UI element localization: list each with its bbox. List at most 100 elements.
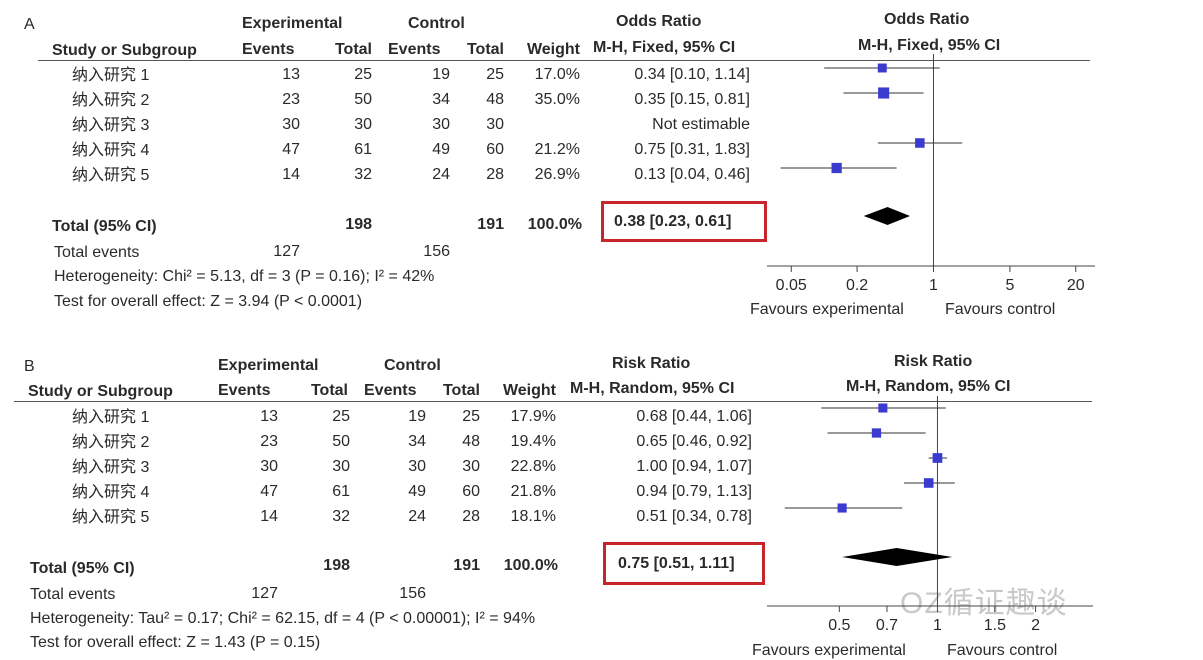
ctl-events: 24	[408, 508, 426, 525]
ctl-total: 25	[462, 408, 480, 425]
total-header: Total	[466, 41, 504, 58]
ctl-events: 19	[408, 408, 426, 425]
study-name: 纳入研究 1	[72, 409, 150, 426]
plot-measure-header: Odds Ratio	[884, 11, 970, 28]
ctl-events: 49	[408, 483, 426, 500]
effect-ci: 0.68 [0.44, 1.06]	[636, 408, 752, 425]
effect-ci: 0.75 [0.31, 1.83]	[634, 141, 750, 158]
pooled-ci: 0.38 [0.23, 0.61]	[614, 213, 732, 230]
panel-letter: A	[24, 16, 35, 33]
panel-letter: B	[24, 358, 35, 375]
ctl-total: 191	[453, 557, 480, 574]
events-header: Events	[242, 41, 295, 58]
heterogeneity-stat: Heterogeneity: Chi² = 5.13, df = 3 (P = …	[54, 268, 435, 285]
study-marker	[871, 428, 882, 438]
study-marker	[831, 162, 842, 174]
weight: 100.0%	[527, 216, 582, 233]
effect-ci: Not estimable	[652, 116, 750, 133]
exp-events: 30	[282, 116, 300, 133]
study-marker	[837, 503, 847, 513]
ctl-total: 28	[462, 508, 480, 525]
plot-measure-header: Risk Ratio	[894, 353, 973, 370]
watermark: OZ循证趣谈	[900, 587, 1068, 620]
highlight-box	[603, 542, 765, 585]
weight: 22.8%	[510, 458, 556, 475]
method-header: M-H, Fixed, 95% CI	[593, 39, 736, 56]
total-header: Total	[442, 382, 480, 399]
tick-label: 0.7	[876, 617, 898, 634]
exp-total: 30	[332, 458, 350, 475]
ctl-total: 48	[486, 91, 504, 108]
exp-total: 25	[354, 66, 372, 83]
study-header: Study or Subgroup	[52, 42, 197, 59]
favours-left-label: Favours experimental	[752, 642, 906, 659]
favours-right-label: Favours control	[947, 642, 1058, 659]
exp-total: 198	[345, 216, 372, 233]
total-events-label: Total events	[30, 586, 116, 603]
ctl-total: 30	[462, 458, 480, 475]
weight-header: Weight	[502, 382, 556, 399]
control-header: Control	[384, 357, 441, 374]
study-name: 纳入研究 4	[72, 142, 150, 159]
measure-header: Odds Ratio	[616, 13, 702, 30]
ctl-total-events: 156	[399, 585, 426, 602]
experimental-header: Experimental	[242, 15, 343, 32]
effect-ci: 0.13 [0.04, 0.46]	[634, 166, 750, 183]
ctl-events: 34	[432, 91, 450, 108]
study-marker	[878, 87, 890, 99]
exp-total: 198	[323, 557, 350, 574]
study-name: 纳入研究 3	[72, 459, 150, 476]
ctl-total: 60	[486, 141, 504, 158]
overall-effect-test: Test for overall effect: Z = 1.43 (P = 0…	[30, 634, 321, 651]
weight: 17.9%	[510, 408, 556, 425]
study-name: 纳入研究 2	[72, 92, 150, 109]
header-rule	[14, 401, 1092, 402]
study-name: 纳入研究 5	[72, 509, 150, 526]
events-header: Events	[364, 382, 417, 399]
pooled-diamond	[863, 207, 911, 225]
tick-label: 1	[933, 617, 942, 634]
ctl-total-events: 156	[423, 243, 450, 260]
weight: 21.2%	[534, 141, 580, 158]
ctl-total: 25	[486, 66, 504, 83]
total-header: Total	[310, 382, 348, 399]
exp-total: 50	[332, 433, 350, 450]
method-header: M-H, Random, 95% CI	[570, 380, 735, 397]
weight: 35.0%	[534, 91, 580, 108]
study-name: 纳入研究 3	[72, 117, 150, 134]
exp-events: 23	[260, 433, 278, 450]
study-header: Study or Subgroup	[28, 383, 173, 400]
exp-total: 61	[354, 141, 372, 158]
heterogeneity-stat: Heterogeneity: Tau² = 0.17; Chi² = 62.15…	[30, 610, 536, 627]
total-label: Total (95% CI)	[52, 218, 157, 235]
tick-label: 0.5	[828, 617, 850, 634]
study-marker	[915, 138, 925, 148]
exp-events: 14	[260, 508, 278, 525]
ctl-events: 30	[432, 116, 450, 133]
exp-events: 47	[282, 141, 300, 158]
study-name: 纳入研究 2	[72, 434, 150, 451]
study-name: 纳入研究 4	[72, 484, 150, 501]
tick-label: 2	[1031, 617, 1040, 634]
total-events-label: Total events	[54, 244, 140, 261]
study-marker	[877, 63, 887, 73]
ctl-total: 191	[477, 216, 504, 233]
header-rule	[38, 60, 1090, 61]
exp-events: 30	[260, 458, 278, 475]
study-name: 纳入研究 1	[72, 67, 150, 84]
ctl-total: 48	[462, 433, 480, 450]
weight: 17.0%	[534, 66, 580, 83]
effect-ci: 1.00 [0.94, 1.07]	[636, 458, 752, 475]
effect-ci: 0.35 [0.15, 0.81]	[634, 91, 750, 108]
ctl-total: 30	[486, 116, 504, 133]
ctl-events: 30	[408, 458, 426, 475]
overall-effect-test: Test for overall effect: Z = 3.94 (P < 0…	[54, 293, 363, 310]
exp-total: 25	[332, 408, 350, 425]
exp-events: 23	[282, 91, 300, 108]
ctl-events: 19	[432, 66, 450, 83]
total-header: Total	[334, 41, 372, 58]
exp-events: 13	[260, 408, 278, 425]
effect-ci: 0.65 [0.46, 0.92]	[636, 433, 752, 450]
pooled-ci: 0.75 [0.51, 1.11]	[618, 555, 735, 572]
weight: 18.1%	[510, 508, 556, 525]
